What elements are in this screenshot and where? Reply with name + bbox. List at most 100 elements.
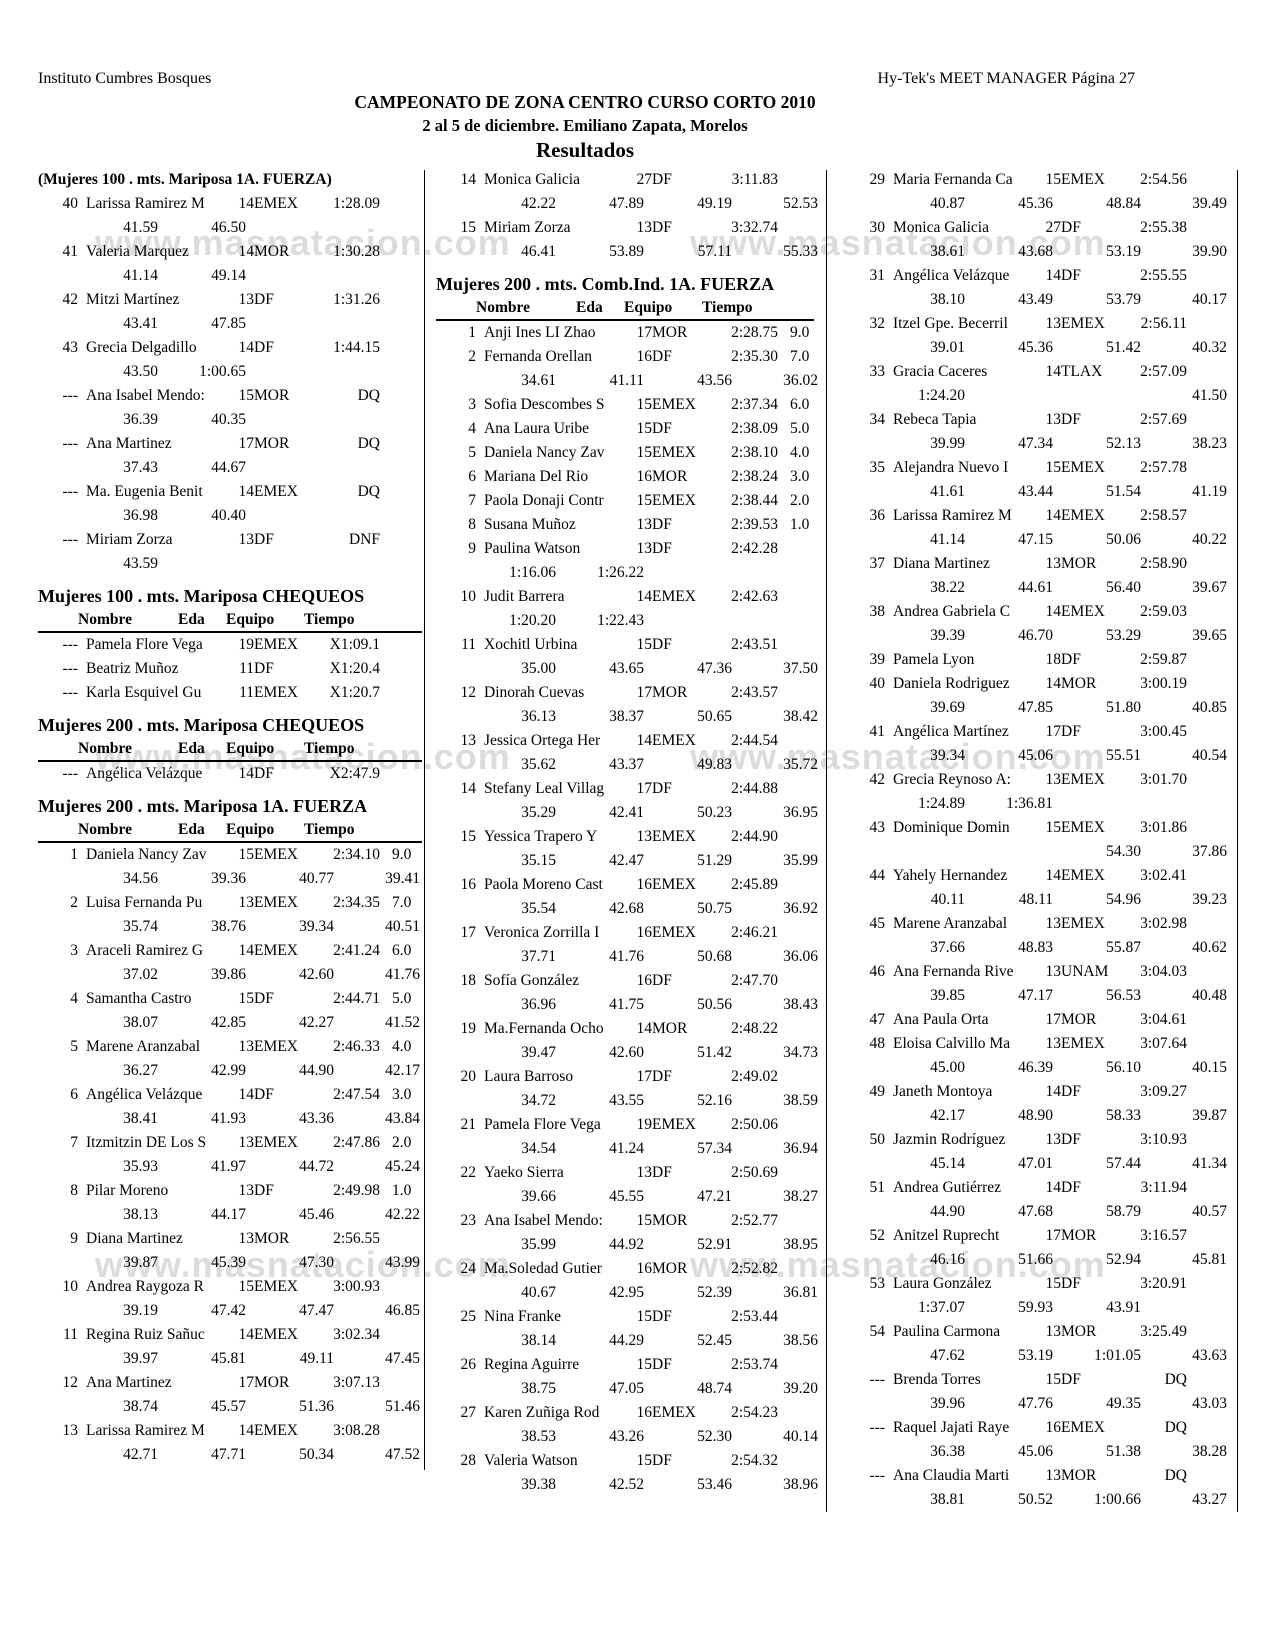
split-time: 37.43 [123, 459, 158, 476]
meet-manager-label: Hy-Tek's MEET MANAGER Página 27 [877, 70, 1135, 87]
gap [885, 504, 893, 528]
points [392, 384, 422, 408]
swimmer-name: Ana Martinez [86, 1374, 172, 1391]
gap [1187, 768, 1199, 792]
gap [885, 1080, 893, 1104]
team: EMEX [254, 846, 298, 863]
gap [476, 1161, 484, 1185]
gap [885, 912, 893, 936]
points [392, 1419, 422, 1443]
place: --- [62, 483, 79, 500]
points: 6.0 [392, 942, 412, 959]
splits-row: 39.34 45.06 55.51 40.54 [845, 744, 1237, 768]
age: 13 [1045, 963, 1062, 980]
swimmer-name: Regina Aguirre [484, 1356, 580, 1373]
gap [1187, 600, 1199, 624]
swimmer-name: Karen Zuñiga Rod [484, 1404, 600, 1421]
split-time: 51.80 [1106, 699, 1141, 716]
gap [1187, 360, 1199, 384]
split-time: 36.13 [521, 708, 556, 725]
split-time: 51.38 [1106, 1443, 1141, 1460]
split-time: 45.24 [385, 1158, 420, 1175]
gap [380, 681, 392, 705]
result-row: 15 Yessica Trapero Y 13 EMEX 2:44.90 [436, 825, 814, 849]
split-time: 56.10 [1106, 1059, 1141, 1076]
time: X1:20.7 [329, 684, 380, 701]
split-time: 52.45 [697, 1332, 732, 1349]
split-time: 40.14 [783, 1428, 818, 1445]
team: DF [1061, 411, 1081, 428]
split-time: 47.36 [697, 660, 732, 677]
split-time: 38.43 [783, 996, 818, 1013]
gap [476, 1449, 484, 1473]
swimmer-name: Sofía González [484, 972, 580, 989]
split-time: 40.54 [1192, 747, 1227, 764]
time: 2:34.35 [333, 894, 380, 911]
result-row: 38 Andrea Gabriela C 14 EMEX 2:59.03 [845, 600, 1237, 624]
time: 2:49.02 [731, 1068, 778, 1085]
team: EMEX [652, 924, 696, 941]
splits-row: 38.53 43.26 52.30 40.14 [436, 1425, 818, 1449]
result-row: 11 Xochitl Urbina 15 DF 2:43.51 [436, 633, 814, 657]
swimmer-name: Laura Barroso [484, 1068, 574, 1085]
split-time [334, 504, 420, 528]
results-title: Resultados [535, 138, 635, 162]
swimmer-name: Ana Isabel Mendo: [484, 1212, 603, 1229]
split-time [1141, 1296, 1227, 1320]
splits-row: 39.87 45.39 47.30 43.99 [38, 1251, 422, 1275]
points [790, 1353, 814, 1377]
time: 2:50.06 [731, 1116, 778, 1133]
team: EMEX [1061, 867, 1105, 884]
gap [778, 1113, 790, 1137]
points [1199, 1272, 1237, 1296]
result-row: 6 Angélica Velázque 14 DF 2:47.54 3.0 [38, 1083, 422, 1107]
gap [380, 192, 392, 216]
splits-row: 38.22 44.61 56.40 39.67 [845, 576, 1237, 600]
place: 9 [70, 1230, 78, 1247]
time: 2:54.32 [731, 1452, 778, 1469]
points [790, 633, 814, 657]
header-time: Tiempo [304, 740, 355, 757]
split-time: 39.36 [211, 870, 246, 887]
split-time: 35.62 [521, 756, 556, 773]
points [392, 192, 422, 216]
split-time: 52.91 [697, 1236, 732, 1253]
team: DF [254, 339, 274, 356]
age: 17 [1045, 723, 1062, 740]
split-time: 38.07 [123, 1014, 158, 1031]
gap [476, 1401, 484, 1425]
split-time: 1:26.22 [597, 564, 644, 581]
split-time: 52.39 [697, 1284, 732, 1301]
split-time: 40.57 [1192, 1203, 1227, 1220]
split-time: 52.94 [1106, 1251, 1141, 1268]
splits-row: 38.13 44.17 45.46 42.22 [38, 1203, 422, 1227]
split-time: 49.14 [211, 267, 246, 284]
split-time [246, 408, 334, 432]
points [392, 762, 422, 786]
split-time: 53.79 [1106, 291, 1141, 308]
points [392, 288, 422, 312]
gap [778, 1065, 790, 1089]
split-time: 42.68 [609, 900, 644, 917]
split-time: 34.73 [783, 1044, 818, 1061]
split-time: 1:01.05 [1094, 1347, 1141, 1364]
age: 15 [636, 636, 653, 653]
split-time: 44.67 [211, 459, 246, 476]
place: 54 [869, 1323, 886, 1340]
swimmer-name: Angélica Velázque [86, 765, 203, 782]
gap [380, 384, 392, 408]
split-time [732, 609, 818, 633]
splits-row: 35.93 41.97 44.72 45.24 [38, 1155, 422, 1179]
age: 13 [1045, 555, 1062, 572]
points: 3.0 [790, 468, 810, 485]
split-time: 40.62 [1192, 939, 1227, 956]
age: 11 [239, 660, 254, 677]
age: 14 [636, 732, 653, 749]
points [1199, 1224, 1237, 1248]
result-row: --- Miriam Zorza 13 DF DNF [38, 528, 422, 552]
team: DF [652, 1164, 672, 1181]
splits-row: 34.61 41.11 43.56 36.02 [436, 369, 818, 393]
team: EMEX [1061, 819, 1105, 836]
split-time: 37.86 [1192, 843, 1227, 860]
split-time: 43.63 [1192, 1347, 1227, 1364]
